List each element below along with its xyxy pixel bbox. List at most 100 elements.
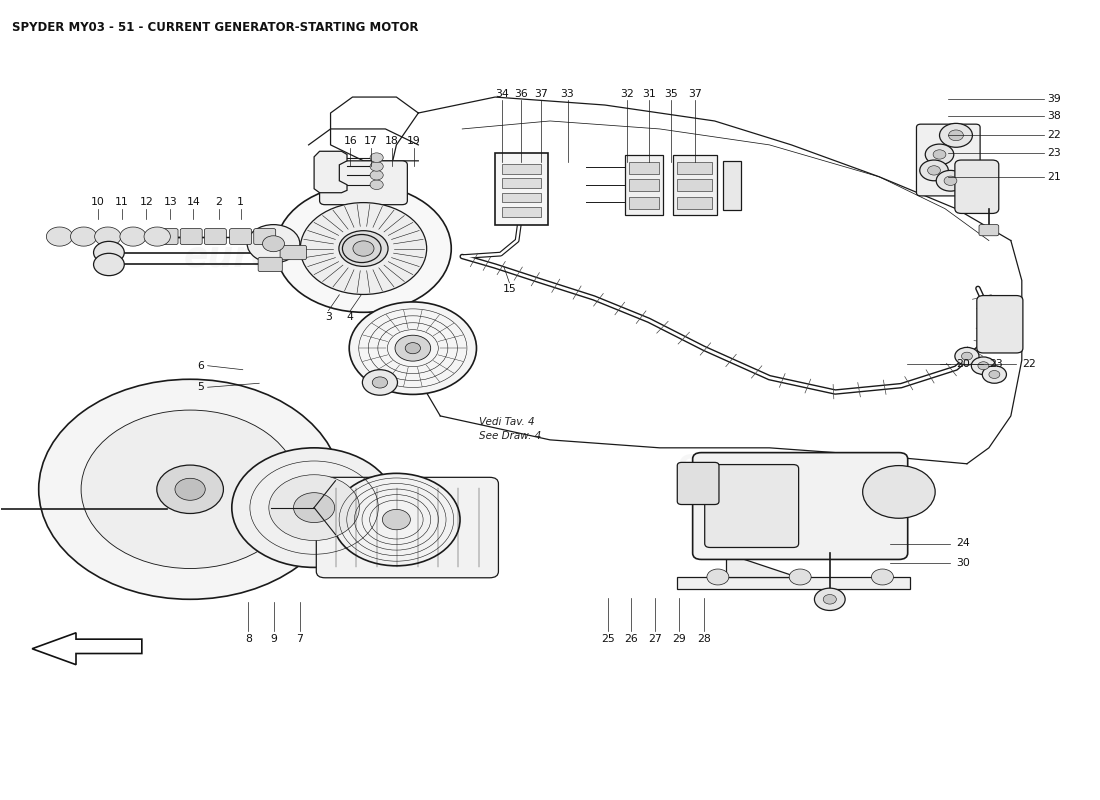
Circle shape <box>978 362 989 370</box>
FancyBboxPatch shape <box>254 229 276 245</box>
Circle shape <box>925 144 954 165</box>
Text: 12: 12 <box>140 197 153 207</box>
Text: 5: 5 <box>198 382 205 392</box>
FancyBboxPatch shape <box>180 229 202 245</box>
Text: 11: 11 <box>116 197 129 207</box>
Text: 32: 32 <box>620 89 634 98</box>
Circle shape <box>982 366 1007 383</box>
Bar <box>678 162 713 174</box>
Text: 35: 35 <box>663 89 678 98</box>
Text: 7: 7 <box>296 634 304 643</box>
Circle shape <box>961 352 972 360</box>
Circle shape <box>175 478 206 500</box>
Circle shape <box>294 493 334 522</box>
Circle shape <box>268 474 360 541</box>
Circle shape <box>95 227 121 246</box>
FancyBboxPatch shape <box>280 246 307 260</box>
FancyBboxPatch shape <box>977 295 1023 353</box>
Text: 20: 20 <box>956 359 970 369</box>
Circle shape <box>395 335 431 361</box>
FancyBboxPatch shape <box>317 478 498 578</box>
Text: 19: 19 <box>407 137 421 146</box>
Circle shape <box>862 466 935 518</box>
Text: 39: 39 <box>1047 94 1060 104</box>
Circle shape <box>405 342 420 354</box>
Circle shape <box>989 370 1000 378</box>
Text: 2: 2 <box>216 197 222 207</box>
Circle shape <box>339 230 388 266</box>
Circle shape <box>248 225 300 263</box>
Text: 34: 34 <box>495 89 508 98</box>
Circle shape <box>920 160 948 181</box>
Text: 13: 13 <box>164 197 177 207</box>
Circle shape <box>144 227 170 246</box>
FancyBboxPatch shape <box>320 161 407 205</box>
Text: 31: 31 <box>642 89 656 98</box>
Circle shape <box>342 234 381 262</box>
Bar <box>724 161 741 210</box>
Text: Vedi Tav. 4: Vedi Tav. 4 <box>478 417 535 426</box>
Text: 33: 33 <box>561 89 574 98</box>
Polygon shape <box>726 553 798 577</box>
Circle shape <box>871 569 893 585</box>
Text: 22: 22 <box>1047 130 1060 140</box>
Text: 15: 15 <box>503 285 516 294</box>
Text: 23: 23 <box>1047 148 1060 158</box>
Text: 24: 24 <box>956 538 970 549</box>
Bar <box>502 207 541 217</box>
Text: 17: 17 <box>364 137 378 146</box>
Circle shape <box>300 202 427 294</box>
Bar <box>495 153 548 225</box>
Text: 37: 37 <box>535 89 548 98</box>
Circle shape <box>971 357 996 374</box>
Bar <box>678 179 713 191</box>
Circle shape <box>372 377 387 388</box>
Circle shape <box>823 594 836 604</box>
Bar <box>629 197 659 209</box>
Text: 30: 30 <box>956 558 970 568</box>
Circle shape <box>332 474 460 566</box>
Circle shape <box>362 370 397 395</box>
Text: SPYDER MY03 - 51 - CURRENT GENERATOR-STARTING MOTOR: SPYDER MY03 - 51 - CURRENT GENERATOR-STA… <box>12 22 419 34</box>
Bar <box>629 179 659 191</box>
Polygon shape <box>315 151 346 193</box>
Text: 8: 8 <box>245 634 252 643</box>
Circle shape <box>276 185 451 312</box>
FancyBboxPatch shape <box>258 258 283 272</box>
Circle shape <box>944 176 957 186</box>
Bar <box>625 155 663 215</box>
FancyBboxPatch shape <box>205 229 227 245</box>
Text: eurospares: eurospares <box>184 239 412 274</box>
Text: eurospares: eurospares <box>678 446 905 481</box>
Circle shape <box>120 227 146 246</box>
Bar <box>502 193 541 202</box>
Bar <box>629 162 659 174</box>
Polygon shape <box>678 577 910 589</box>
Circle shape <box>939 123 972 147</box>
Circle shape <box>383 510 410 530</box>
Text: 10: 10 <box>91 197 104 207</box>
Text: 29: 29 <box>672 634 686 643</box>
Circle shape <box>370 180 383 190</box>
Circle shape <box>370 153 383 162</box>
Circle shape <box>789 569 811 585</box>
Text: 28: 28 <box>696 634 711 643</box>
FancyBboxPatch shape <box>916 124 980 196</box>
Text: BOSCH: BOSCH <box>158 479 178 484</box>
Circle shape <box>94 254 124 276</box>
Text: 6: 6 <box>198 361 205 370</box>
Circle shape <box>814 588 845 610</box>
Circle shape <box>353 241 374 256</box>
Circle shape <box>349 302 476 394</box>
Circle shape <box>46 227 73 246</box>
Text: 27: 27 <box>649 634 662 643</box>
FancyBboxPatch shape <box>693 453 908 559</box>
Circle shape <box>927 166 940 175</box>
Circle shape <box>948 130 964 141</box>
FancyBboxPatch shape <box>156 229 178 245</box>
Text: 25: 25 <box>602 634 615 643</box>
Circle shape <box>707 569 729 585</box>
FancyBboxPatch shape <box>955 160 999 214</box>
Text: 1: 1 <box>238 197 244 207</box>
Circle shape <box>955 347 979 365</box>
